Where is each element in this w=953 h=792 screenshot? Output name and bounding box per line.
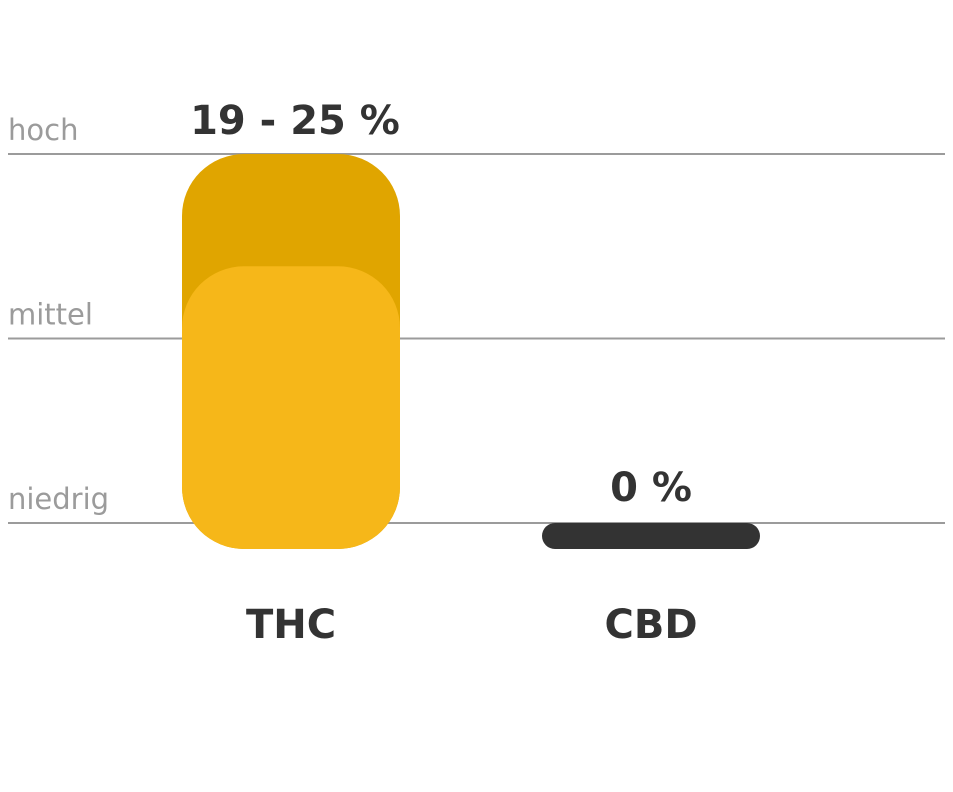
category-label-cbd: CBD (604, 602, 697, 648)
bar-cbd (542, 523, 760, 549)
bars-layer (182, 154, 760, 549)
level-label-mittel: mittel (8, 298, 93, 332)
level-label-niedrig: niedrig (8, 482, 109, 516)
bar-thc-min (182, 266, 400, 549)
grid-layer (8, 153, 945, 524)
value-label-thc: 19 - 25 % (190, 98, 400, 144)
level-label-hoch: hoch (8, 113, 78, 147)
category-label-thc: THC (246, 602, 336, 648)
labels-layer: niedrig mittel hoch 19 - 25 % THC 0 % CBD (8, 98, 698, 648)
value-label-cbd: 0 % (610, 465, 692, 511)
